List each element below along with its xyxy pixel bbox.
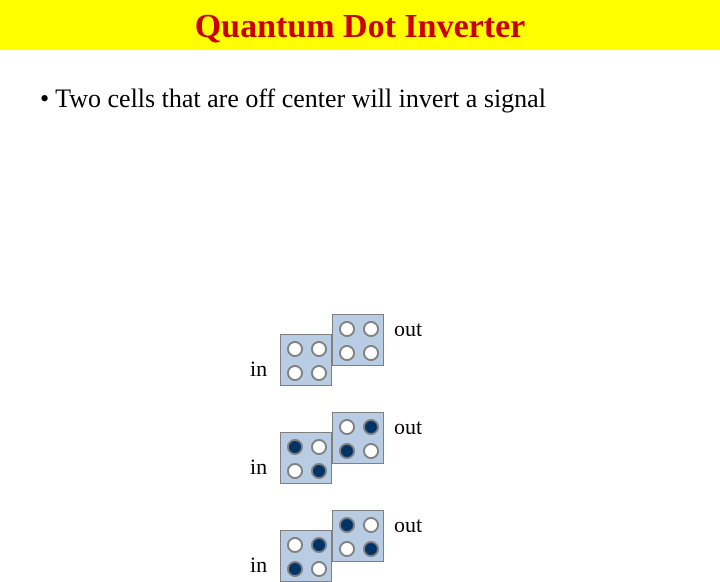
page-title: Quantum Dot Inverter [195, 8, 526, 46]
quantum-dot [311, 537, 327, 553]
quantum-dot [339, 517, 355, 533]
quantum-dot [287, 341, 303, 357]
in-cell [280, 334, 332, 386]
quantum-dot [287, 561, 303, 577]
quantum-dot [363, 443, 379, 459]
quantum-dot [363, 517, 379, 533]
label-in: in [250, 454, 267, 480]
bullet-text: Two cells that are off center will inver… [40, 84, 546, 113]
in-cell [280, 530, 332, 582]
label-in: in [250, 356, 267, 382]
quantum-dot [339, 321, 355, 337]
quantum-dot [287, 439, 303, 455]
quantum-dot [339, 541, 355, 557]
out-cell [332, 510, 384, 562]
out-cell [332, 412, 384, 464]
in-cell [280, 432, 332, 484]
quantum-dot [311, 365, 327, 381]
quantum-dot [287, 463, 303, 479]
quantum-dot [287, 537, 303, 553]
out-cell [332, 314, 384, 366]
quantum-dot [363, 541, 379, 557]
quantum-dot [339, 419, 355, 435]
quantum-dot [363, 321, 379, 337]
quantum-dot [363, 345, 379, 361]
quantum-dot [311, 439, 327, 455]
label-out: out [394, 316, 422, 342]
quantum-dot [339, 345, 355, 361]
quantum-dot [311, 341, 327, 357]
title-bar: Quantum Dot Inverter [0, 0, 720, 50]
quantum-dot [311, 463, 327, 479]
quantum-dot [311, 561, 327, 577]
label-out: out [394, 414, 422, 440]
quantum-dot [287, 365, 303, 381]
quantum-dot [339, 443, 355, 459]
bullet-row: Two cells that are off center will inver… [0, 84, 720, 114]
quantum-dot [363, 419, 379, 435]
label-in: in [250, 552, 267, 578]
label-out: out [394, 512, 422, 538]
